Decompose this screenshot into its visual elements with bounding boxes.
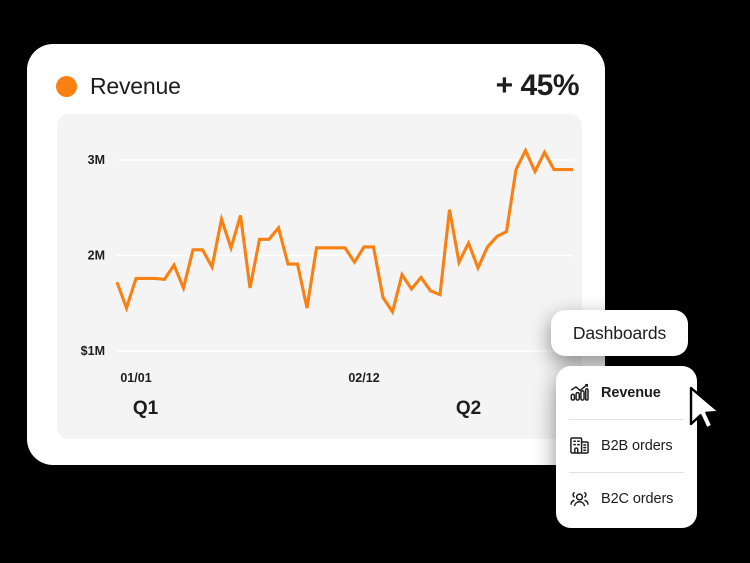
chart-x-axis-labels: 01/01 02/12 [120, 371, 379, 385]
page-title: Revenue [90, 72, 181, 99]
quarter-label: Q2 [456, 398, 481, 419]
chart-plot-panel: 3M 2M $1M 01/01 02/12 Q1 Q2 [57, 114, 582, 439]
menu-item-label: B2C orders [601, 490, 674, 507]
dashboards-dropdown-menu: Revenue B2B orders [556, 366, 697, 528]
card-title-group: Revenue [56, 73, 181, 100]
menu-item-label: B2B orders [601, 437, 673, 454]
y-axis-tick-label: $1M [81, 344, 105, 358]
y-axis-tick-label: 2M [88, 248, 105, 262]
chart-gridlines [117, 159, 573, 352]
menu-item-revenue[interactable]: Revenue [569, 366, 684, 419]
menu-item-label: Revenue [601, 384, 661, 401]
filled-circle-icon [56, 75, 77, 97]
menu-item-b2b-orders[interactable]: B2B orders [569, 419, 684, 472]
dashboards-dropdown-trigger[interactable]: Dashboards [551, 310, 688, 356]
bar-chart-trend-icon [569, 382, 590, 403]
chart-y-axis-labels: 3M 2M $1M [81, 153, 105, 358]
revenue-series-line [115, 146, 573, 316]
quarter-label: Q1 [133, 398, 159, 419]
revenue-dashboard-card: Revenue + 45% 3M 2M $1M 01/01 02/12 Q1 Q2 [27, 44, 605, 465]
dashboards-trigger-label: Dashboards [572, 322, 667, 343]
chart-quarter-labels: Q1 Q2 [133, 398, 481, 419]
menu-item-b2c-orders[interactable]: B2C orders [569, 472, 684, 525]
revenue-line-chart: 3M 2M $1M 01/01 02/12 Q1 Q2 [81, 146, 573, 419]
x-axis-tick-label: 02/12 [348, 371, 379, 385]
people-group-icon [569, 488, 590, 509]
y-axis-tick-label: 3M [88, 153, 105, 167]
card-header: Revenue + 45% [56, 64, 580, 108]
status-badge: + 45% [495, 69, 580, 102]
x-axis-tick-label: 01/01 [120, 371, 151, 385]
office-buildings-icon [569, 435, 590, 456]
